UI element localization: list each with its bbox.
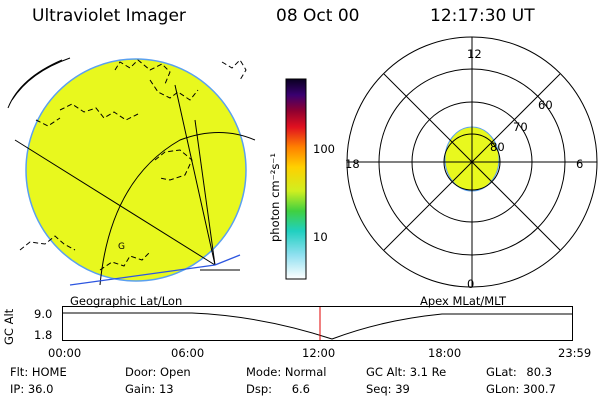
auroral-image-disk [25, 58, 247, 282]
altitude-plot-frame [62, 306, 573, 341]
time-tick-2359: 23:59 [558, 346, 592, 360]
earth-limb-arc [7, 59, 63, 109]
orbit-track [69, 254, 241, 286]
time-tick-1200: 12:00 [302, 346, 336, 360]
polar-panel-label: Apex MLat/MLT [420, 294, 507, 308]
polar-plot [346, 36, 598, 288]
meridian-diag-2 [383, 73, 561, 251]
altitude-ytick-top: 9.0 [34, 307, 53, 321]
altitude-curve [62, 312, 572, 340]
geographic-image: G [7, 57, 256, 286]
mlt-label-0: 0 [467, 277, 475, 291]
status-door: Door: Open [125, 365, 191, 379]
altitude-axis-label: GC Alt [2, 308, 16, 345]
status-gc-alt: GC Alt: 3.1 Re [366, 365, 447, 379]
status-mode-value: Normal [284, 365, 327, 379]
status-dsp: Dsp: 6.6 [246, 382, 310, 396]
status-gc-alt-value: 3.1 Re [409, 365, 447, 379]
cursor-label: G [118, 242, 125, 252]
status-flt: Flt: HOME [10, 365, 67, 379]
status-glat-value: 80.3 [526, 365, 553, 379]
lat-label-80: 80 [490, 140, 505, 154]
lat-lon-grid [14, 84, 256, 286]
status-glat: GLat: 80.3 [486, 365, 553, 379]
instrument-title: Ultraviolet Imager [32, 6, 186, 26]
time-label: 12:17:30 UT [430, 6, 535, 26]
status-flt-value: HOME [31, 365, 67, 379]
date-label: 08 Oct 00 [276, 6, 360, 26]
altitude-plot [62, 306, 573, 341]
mlt-label-18: 18 [345, 157, 360, 171]
colorbar [285, 78, 307, 280]
status-mode: Mode: Normal [246, 365, 327, 379]
status-ip-value: 36.0 [27, 382, 54, 396]
status-gain: Gain: 13 [125, 382, 174, 396]
status-glon-value: 300.7 [522, 382, 556, 396]
coastlines [19, 59, 247, 271]
time-tick-0000: 00:00 [48, 346, 82, 360]
lat-label-70: 70 [513, 120, 528, 134]
mlt-label-6: 6 [576, 157, 584, 171]
colorbar-unit-label: photon cm⁻²s⁻¹ [268, 153, 282, 242]
colorbar-gradient [285, 78, 307, 280]
earth-limb-arc-2 [11, 57, 71, 101]
status-dsp-value: 6.6 [291, 382, 310, 396]
status-seq: Seq: 39 [366, 382, 410, 396]
status-seq-value: 39 [395, 382, 410, 396]
lat-label-60: 60 [538, 98, 553, 112]
altitude-ytick-bottom: 1.8 [34, 328, 53, 342]
colorbar-tick-high: 100 [313, 142, 335, 156]
status-glon: GLon: 300.7 [486, 382, 556, 396]
geographic-panel-label: Geographic Lat/Lon [70, 294, 183, 308]
time-tick-0600: 06:00 [171, 346, 205, 360]
mlt-label-12: 12 [467, 47, 482, 61]
time-tick-1800: 18:00 [428, 346, 462, 360]
colorbar-tick-low: 10 [313, 230, 328, 244]
status-door-value: Open [159, 365, 191, 379]
status-gain-value: 13 [158, 382, 174, 396]
status-ip: IP: 36.0 [10, 382, 54, 396]
